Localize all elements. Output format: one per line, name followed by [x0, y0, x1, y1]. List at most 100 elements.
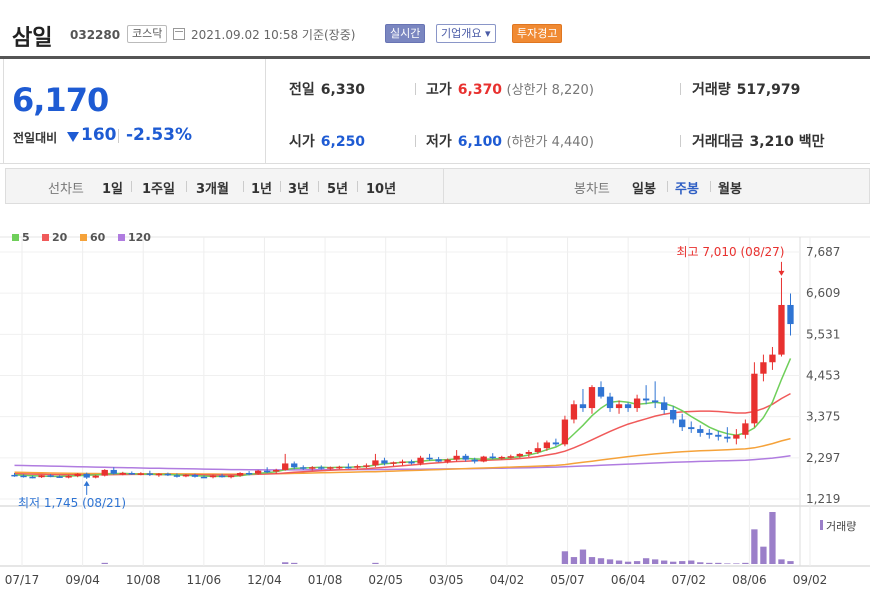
period-3y[interactable]: 3년 [288, 182, 310, 197]
candle-body [83, 473, 90, 478]
x-tick-label: 07/17 [5, 573, 40, 587]
prev-close: 전일 6,330 [289, 82, 366, 98]
volume-bar [751, 529, 758, 564]
candle-body [209, 475, 217, 478]
x-tick-label: 06/04 [611, 573, 646, 587]
candle-body [597, 387, 605, 397]
down-triangle-icon [67, 132, 79, 142]
quote-panel: 6,170 전일대비 160 -2.53% 전일 6,330 고가 6,370 (상… [0, 56, 870, 164]
day-high: 고가 6,370 (상한가 8,220) [426, 82, 594, 98]
volume-bar [101, 562, 108, 564]
x-tick-label: 10/08 [126, 573, 161, 587]
legend-swatch [118, 234, 125, 241]
open-price: 시가 6,250 [289, 134, 366, 150]
candle-body [489, 456, 496, 459]
candle-body [697, 429, 704, 433]
y-tick-label: 6,609 [806, 286, 840, 300]
candle-body [570, 404, 578, 420]
volume-bar [742, 562, 749, 564]
candle-body [651, 400, 659, 403]
volume-bar [642, 558, 650, 564]
y-tick-label: 4,453 [806, 369, 840, 383]
candle-body [615, 404, 623, 409]
candle-body [336, 466, 343, 469]
period-daily[interactable]: 일봉 [632, 182, 656, 197]
candle-body [38, 475, 45, 478]
candle-body [426, 457, 433, 460]
high-annotation: 최고 7,010 (08/27) [676, 245, 784, 259]
period-weekly[interactable]: 주봉 [675, 182, 699, 197]
period-monthly[interactable]: 월봉 [718, 182, 742, 197]
period-1y[interactable]: 1년 [251, 182, 273, 197]
candle-body [218, 475, 226, 478]
candle-body [74, 473, 81, 477]
y-tick-label: 5,531 [806, 327, 840, 341]
candle-body [633, 398, 641, 409]
legend-swatch [12, 234, 19, 241]
volume-bar [670, 561, 677, 564]
period-1w[interactable]: 1주일 [142, 182, 175, 197]
realtime-button[interactable]: 실시간 [385, 24, 426, 43]
company-overview-dropdown[interactable]: 기업개요 ▾ [436, 24, 496, 43]
y-tick-label: 1,219 [806, 492, 840, 506]
volume-bar [291, 562, 298, 564]
period-5y[interactable]: 5년 [327, 182, 349, 197]
candle-body [516, 453, 523, 457]
candle-body [399, 461, 406, 464]
x-tick-label: 04/02 [490, 573, 525, 587]
candle-body [778, 304, 785, 355]
volume-bar [597, 558, 605, 564]
stock-code: 032280 [70, 28, 121, 42]
line-chart-label: 선차트 [48, 182, 84, 197]
candle-body [20, 475, 27, 478]
volume-bar [624, 561, 632, 564]
volume-bar [769, 512, 776, 564]
candle-body [110, 469, 117, 474]
candle-body [715, 434, 722, 437]
candle-body [552, 442, 560, 445]
period-1d[interactable]: 1일 [102, 182, 124, 197]
candle-body [787, 304, 794, 325]
legend-label: 60 [90, 231, 106, 244]
x-tick-label: 07/02 [671, 573, 706, 587]
divider [415, 83, 416, 95]
candle-body [679, 419, 686, 428]
candle-body [227, 475, 235, 478]
price-box: 6,170 전일대비 160 -2.53% [3, 59, 266, 164]
period-10y[interactable]: 10년 [366, 182, 397, 197]
volume-bar [661, 560, 668, 564]
candle-body [742, 423, 749, 435]
candle-body [606, 396, 614, 409]
candle-body [661, 402, 668, 410]
candle-body [182, 474, 190, 477]
current-price: 6,170 [12, 81, 109, 119]
change-value: 160 [81, 125, 117, 145]
candle-body [119, 472, 126, 475]
candle-body [155, 473, 163, 476]
candle-body [236, 472, 244, 476]
divider [415, 135, 416, 147]
volume-bar [615, 560, 623, 564]
candle-body [760, 362, 767, 374]
candle-body [561, 419, 569, 445]
calendar-icon [173, 28, 185, 40]
investment-warning-badge[interactable]: 투자경고 [512, 24, 563, 43]
period-toolbar: 선차트 1일 1주일 3개월 1년 3년 5년 10년 봉차트 일봉 주봉 월봉 [5, 168, 870, 204]
change-percent: -2.53% [126, 125, 193, 145]
period-3m[interactable]: 3개월 [196, 182, 229, 197]
volume-legend-swatch [820, 520, 823, 530]
candle-body [11, 474, 18, 477]
candle-body [453, 455, 460, 460]
x-tick-label: 09/02 [793, 573, 828, 587]
x-tick-label: 08/06 [732, 573, 767, 587]
volume-bar [651, 559, 659, 564]
x-tick-label: 01/08 [308, 573, 343, 587]
candle-body [173, 475, 181, 477]
candle-body [309, 467, 316, 469]
candle-body [435, 459, 442, 462]
x-tick-label: 09/04 [65, 573, 100, 587]
candle-body [327, 467, 334, 469]
candle-body [480, 456, 487, 462]
candle-body [146, 473, 154, 475]
candle-body [47, 475, 54, 477]
